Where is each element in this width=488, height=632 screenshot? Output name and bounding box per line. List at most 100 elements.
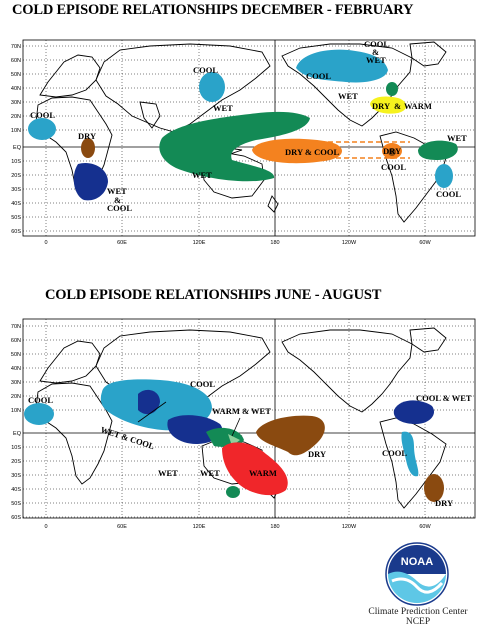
lat-label: 20N (11, 114, 21, 120)
map1-wet-maritime-area (159, 111, 310, 182)
lat-label: 60N (11, 58, 21, 64)
lat-label: 60N (11, 338, 21, 344)
map2-lat-labels: 70N 60N 50N 40N 30N 20N 10N EQ 10S 20S 3… (11, 324, 22, 521)
map1-dry-equatorial-sa-core (388, 148, 396, 156)
lat-label: 10N (11, 128, 21, 134)
map1-dry-east-africa-area (81, 138, 95, 158)
map1-wet-north-brazil-area (418, 140, 458, 160)
map1-cool-se-sa-area (435, 164, 453, 188)
map2-cool-andes-area (401, 431, 419, 477)
map1-cool-pnw-area (199, 72, 225, 102)
map2-wet-se-australia-area (226, 486, 240, 498)
map2-title: COLD EPISODE RELATIONSHIPS JUNE - AUGUST (45, 287, 382, 303)
region-label: COOL (436, 189, 461, 199)
region-label: DRY (308, 449, 326, 459)
map2-wet-indonesia-area (167, 415, 223, 444)
lon-label: 120E (193, 524, 206, 530)
map2-regions (24, 379, 444, 502)
region-label: COOL (28, 395, 53, 405)
map1-wet-se-us-area (386, 82, 398, 96)
map2-cool-wet-central-america-area (393, 400, 435, 424)
lon-label: 0 (44, 240, 47, 246)
lon-label: 0 (44, 524, 47, 530)
lat-label: 40S (11, 201, 21, 207)
map1-continents (35, 41, 447, 223)
region-label: WET (107, 186, 127, 196)
region-label: COOL & WET (416, 393, 472, 403)
lat-label: 50S (11, 215, 21, 221)
credit-line1: Climate Prediction Center (368, 607, 468, 617)
region-label: COOL (306, 71, 331, 81)
region-label: WET (338, 91, 358, 101)
region-label: DRY (372, 101, 390, 111)
map2-wet-cool-india-core (138, 389, 160, 415)
region-label: COOL (107, 203, 132, 213)
lat-label: 20S (11, 173, 21, 179)
region-label: COOL (193, 65, 218, 75)
map1-dry-cool-pacific-area (252, 138, 342, 164)
lat-label: EQ (13, 145, 22, 151)
region-label: WET (447, 133, 467, 143)
lat-label: 70N (11, 44, 21, 50)
map1-dry-warm-gulf-area (370, 96, 407, 114)
region-label: WET (158, 468, 178, 478)
map1: 70N 60N 50N 40N 30N 20N 10N EQ 10S 20S 3… (11, 39, 476, 246)
lat-label: 20S (11, 459, 21, 465)
region-label: & (394, 101, 401, 111)
region-label: WET (213, 103, 233, 113)
credit-line2: NCEP (405, 617, 431, 627)
map2-continents (35, 327, 447, 509)
lon-label: 120W (342, 240, 357, 246)
lat-label: 10N (11, 408, 21, 414)
lon-label: 180 (270, 240, 279, 246)
region-label: DRY & COOL (285, 147, 339, 157)
region-label: COOL (190, 379, 215, 389)
map2-warm-east-australia-area (222, 442, 288, 496)
lon-label: 180 (270, 524, 279, 530)
map2-dry-southern-sa-area (424, 474, 444, 502)
lat-label: 40S (11, 487, 21, 493)
lon-label: 120E (193, 240, 206, 246)
lat-label: 40N (11, 366, 21, 372)
lat-label: 20N (11, 394, 21, 400)
region-label: DRY (78, 131, 96, 141)
lon-label: 60W (419, 524, 431, 530)
lat-label: 10S (11, 159, 21, 165)
lon-label: 60E (117, 240, 127, 246)
region-label: COOL (30, 110, 55, 120)
map2-leader-lines (137, 401, 241, 437)
lat-label: 30N (11, 100, 21, 106)
region-label: WARM & WET (212, 406, 271, 416)
map2-dry-central-pacific-area (256, 415, 325, 456)
region-label: DRY (435, 498, 453, 508)
region-label: & (372, 47, 379, 57)
map1-lat-labels: 70N 60N 50N 40N 30N 20N 10N EQ 10S 20S 3… (11, 44, 22, 235)
lat-label: 50N (11, 352, 21, 358)
map1-regions (28, 49, 458, 201)
lat-label: 30S (11, 473, 21, 479)
lat-label: 50N (11, 72, 21, 78)
region-label: & (114, 195, 121, 205)
map1-cool-west-africa-area (28, 118, 56, 140)
region-label: WARM (249, 468, 277, 478)
noaa-logo-text: NOAA (401, 556, 433, 568)
lat-label: EQ (13, 431, 22, 437)
lat-label: 60S (11, 229, 21, 235)
region-label: WET (200, 468, 220, 478)
map1-cool-canada-area (296, 49, 388, 83)
lat-label: 40N (11, 86, 21, 92)
credit-block: Climate Prediction Center NCEP (360, 607, 476, 627)
region-label: WARM (404, 101, 432, 111)
map2-cool-west-africa-area (24, 403, 54, 425)
lon-label: 120W (342, 524, 357, 530)
region-label: COOL (381, 162, 406, 172)
map1-region-labels: COOL COOL DRY WET & COOL WET WET DRY & C… (30, 39, 467, 213)
lat-label: 30S (11, 187, 21, 193)
map1-lon-labels: 0 60E 120E 180 120W 60W (44, 240, 431, 246)
lat-label: 50S (11, 501, 21, 507)
map1-wet-cool-se-africa-area (73, 162, 108, 201)
lat-label: 10S (11, 445, 21, 451)
lat-label: 30N (11, 380, 21, 386)
lon-label: 60W (419, 240, 431, 246)
region-label: WET (192, 170, 212, 180)
